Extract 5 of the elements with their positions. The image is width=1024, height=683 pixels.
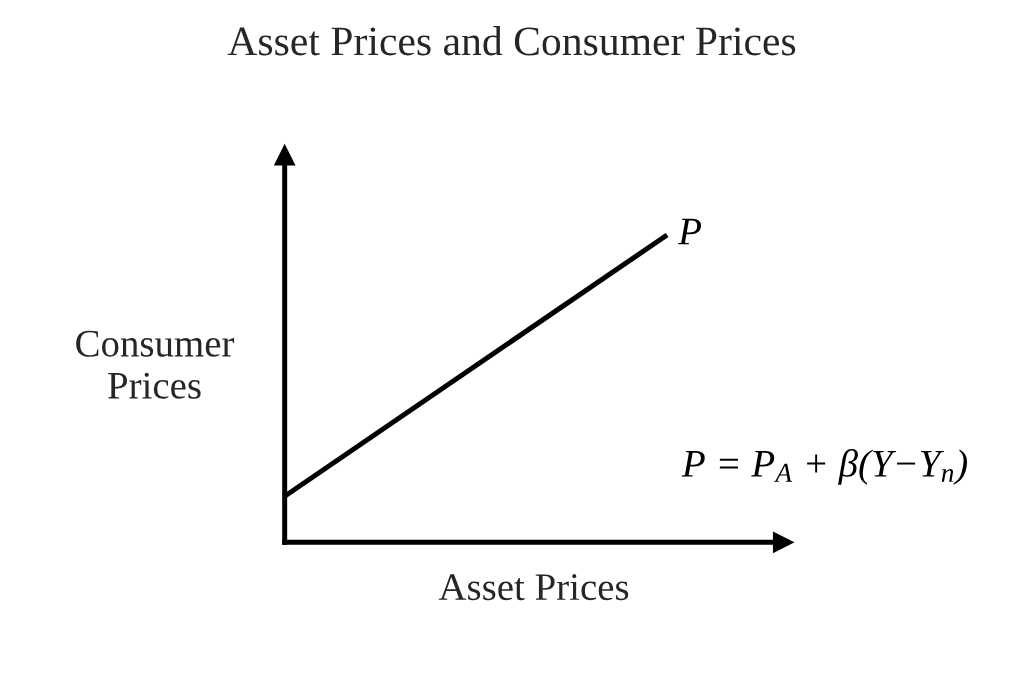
series-label: P bbox=[678, 218, 701, 245]
annotation: P = P$_{A}$ + β(Y−Y$_{n}$) bbox=[681, 449, 968, 485]
chart-title: Asset Prices and Consumer Prices bbox=[227, 26, 796, 56]
y-axis-title: Consumer Prices bbox=[76, 330, 235, 399]
x-axis-title: Asset Prices bbox=[438, 574, 629, 601]
